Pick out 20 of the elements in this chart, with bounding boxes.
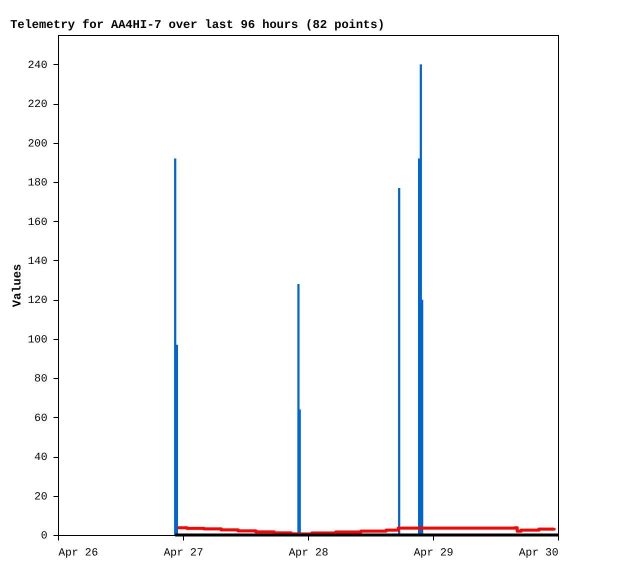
y-tick-label: 220: [28, 99, 48, 112]
x-tick-label: Apr 30: [518, 548, 558, 560]
y-tick-label: 140: [28, 256, 48, 268]
y-tick-label: 40: [34, 452, 48, 464]
x-tick-label: Apr 27: [164, 548, 204, 560]
y-tick-label: 100: [28, 334, 48, 346]
y-tick-label: 240: [28, 60, 48, 72]
y-tick-label: 180: [28, 178, 48, 190]
y-tick-label: 20: [34, 491, 48, 504]
y-tick-label: 160: [28, 216, 48, 229]
x-tick-label: Apr 28: [288, 548, 328, 560]
x-tick-label: Apr 29: [414, 548, 454, 560]
y-tick-label: 200: [28, 138, 48, 150]
y-tick-label: 0: [40, 530, 48, 542]
y-axis-title: Values: [10, 264, 25, 308]
y-tick-label: 60: [34, 412, 48, 425]
y-tick-label: 120: [28, 295, 48, 308]
y-tick-label: 80: [34, 374, 48, 386]
chart-title: Telemetry for AA4HI-7 over last 96 hours (82 points): [10, 18, 385, 32]
x-tick-label: Apr 26: [58, 548, 98, 560]
